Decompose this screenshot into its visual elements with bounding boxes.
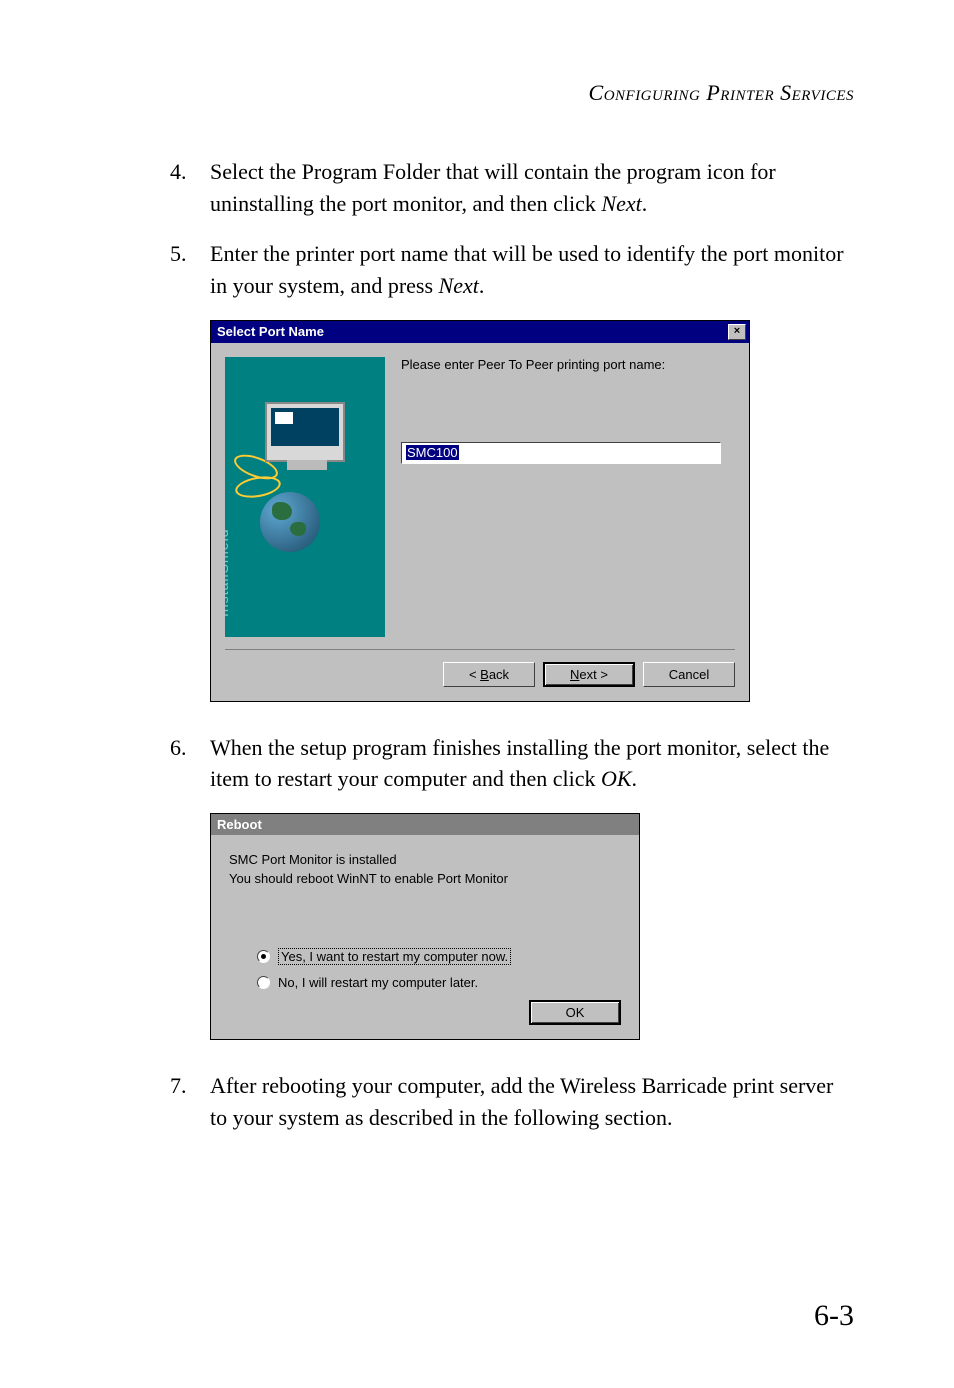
ok-button[interactable]: OK (529, 1000, 621, 1025)
step-5: 5. Enter the printer port name that will… (170, 238, 854, 302)
step-6-num: 6. (170, 732, 210, 796)
step-4-text-a: Select the Program Folder that will cont… (210, 159, 776, 216)
dlg2-button-row: OK (229, 1000, 621, 1025)
dlg2-msg2: You should reboot WinNT to enable Port M… (229, 870, 621, 888)
page-number: 6-3 (814, 1299, 854, 1333)
dlg2-radio-group: Yes, I want to restart my computer now. … (257, 948, 621, 990)
dlg2-titlebar[interactable]: Reboot (211, 814, 639, 835)
radio-no[interactable] (257, 976, 270, 989)
dlg1-content: Please enter Peer To Peer printing port … (401, 357, 735, 637)
port-name-input[interactable]: SMC100 (401, 442, 721, 464)
radio-yes-label: Yes, I want to restart my computer now. (278, 948, 511, 965)
back-button[interactable]: < Back (443, 662, 535, 687)
radio-yes-row[interactable]: Yes, I want to restart my computer now. (257, 948, 621, 965)
next-button[interactable]: Next > (543, 662, 635, 687)
dlg2-body: SMC Port Monitor is installed You should… (211, 835, 639, 1038)
radio-no-row[interactable]: No, I will restart my computer later. (257, 975, 621, 990)
dlg1-title: Select Port Name (217, 324, 324, 339)
cancel-button[interactable]: Cancel (643, 662, 735, 687)
step-6-text-a: When the setup program finishes installi… (210, 735, 829, 792)
step-6-italic: OK (601, 766, 632, 791)
step-6-body: When the setup program finishes installi… (210, 732, 854, 796)
step-4-text-b: . (642, 191, 648, 216)
step-6-text-b: . (632, 766, 638, 791)
port-name-value: SMC100 (406, 445, 459, 460)
header-text: Configuring Printer Services (589, 80, 854, 105)
select-port-name-dialog: Select Port Name × InstallShield Please … (210, 320, 750, 702)
step-7-num: 7. (170, 1070, 210, 1134)
dlg1-prompt: Please enter Peer To Peer printing port … (401, 357, 735, 372)
installshield-label: InstallShield (225, 528, 231, 617)
dlg1-body: InstallShield Please enter Peer To Peer … (211, 343, 749, 645)
globe-icon (260, 492, 320, 552)
radio-yes[interactable] (257, 950, 270, 963)
dlg2-message: SMC Port Monitor is installed You should… (229, 851, 621, 887)
step-4-italic: Next (601, 191, 641, 216)
step-5-text-b: . (479, 273, 485, 298)
step-5-num: 5. (170, 238, 210, 302)
step-5-body: Enter the printer port name that will be… (210, 238, 854, 302)
step-5-italic: Next (439, 273, 479, 298)
page-header: Configuring Printer Services (170, 80, 854, 106)
dlg1-button-row: < Back Next > Cancel (225, 649, 735, 687)
step-7-body: After rebooting your computer, add the W… (210, 1070, 854, 1134)
step-7: 7. After rebooting your computer, add th… (170, 1070, 854, 1134)
reboot-dialog: Reboot SMC Port Monitor is installed You… (210, 813, 640, 1039)
step-4: 4. Select the Program Folder that will c… (170, 156, 854, 220)
radio-no-label: No, I will restart my computer later. (278, 975, 478, 990)
close-icon[interactable]: × (728, 324, 746, 340)
dlg2-title: Reboot (217, 817, 262, 832)
installshield-graphic: InstallShield (225, 357, 385, 637)
step-7-text-a: After rebooting your computer, add the W… (210, 1073, 833, 1130)
monitor-icon (265, 402, 345, 462)
step-4-body: Select the Program Folder that will cont… (210, 156, 854, 220)
step-5-text-a: Enter the printer port name that will be… (210, 241, 844, 298)
dlg2-msg1: SMC Port Monitor is installed (229, 851, 621, 869)
dlg1-titlebar[interactable]: Select Port Name × (211, 321, 749, 343)
step-6: 6. When the setup program finishes insta… (170, 732, 854, 796)
step-4-num: 4. (170, 156, 210, 220)
